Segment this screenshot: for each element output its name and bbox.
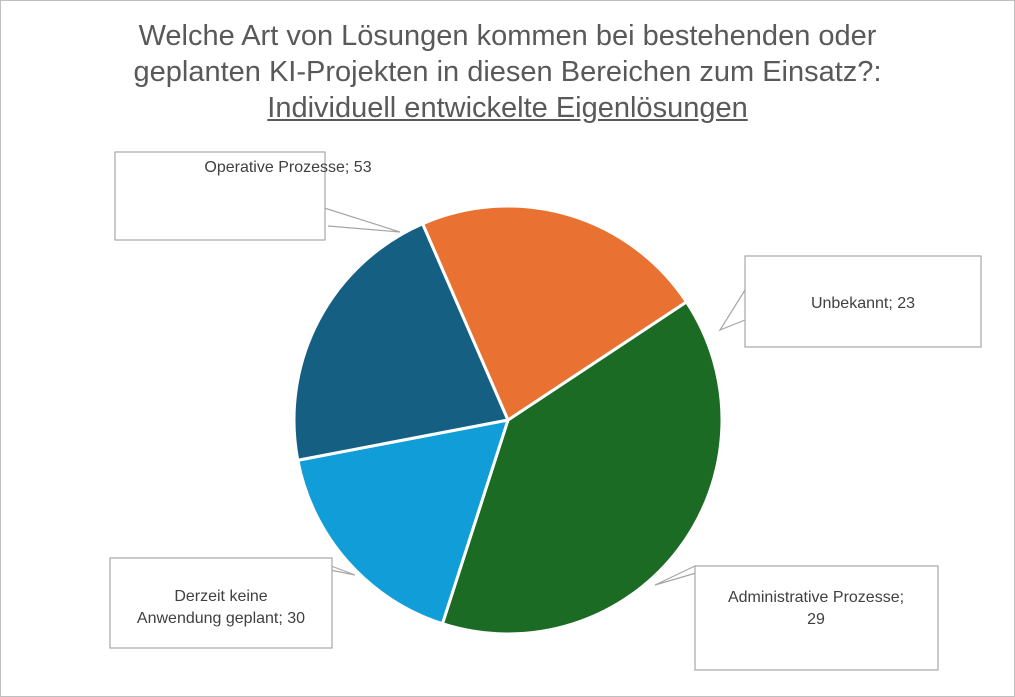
data-label-callout-4: Derzeit keine Anwendung geplant; 30 <box>109 557 356 649</box>
callout-box <box>744 255 982 348</box>
callout-box <box>114 151 326 241</box>
data-label-text: 29 <box>807 611 825 628</box>
pie-slice-2 <box>296 418 510 626</box>
chart-title: Welche Art von Lösungen kommen bei beste… <box>0 18 1015 126</box>
chart-title-line-2: geplanten KI-Projekten in diesen Bereich… <box>133 56 882 88</box>
data-label-text: Anwendung geplant; 30 <box>137 610 305 627</box>
pie-slice-1 <box>440 300 724 636</box>
data-label-text: Unbekannt; 23 <box>811 295 915 312</box>
data-label-text: Derzeit keine <box>174 588 267 605</box>
chart-subtitle: Individuell entwickelte Eigenlösungen <box>267 92 748 124</box>
callout-box <box>694 565 939 671</box>
data-label-text: Administrative Prozesse; <box>728 589 904 606</box>
pie-slice-3 <box>292 222 510 462</box>
data-label-text: Operative Prozesse; 53 <box>204 159 371 176</box>
callout-pointer <box>718 289 746 332</box>
data-label-callout-2: Unbekannt; 23 <box>718 255 982 348</box>
data-label-callout-3: Administrative Prozesse; 29 <box>654 565 939 671</box>
callout-pointer <box>317 205 401 233</box>
pie-slice-4 <box>421 204 688 422</box>
data-label-callout-1: Operative Prozesse; 53 <box>114 151 401 241</box>
chart-title-line-1: Welche Art von Lösungen kommen bei beste… <box>138 20 877 52</box>
callout-box <box>109 557 333 649</box>
